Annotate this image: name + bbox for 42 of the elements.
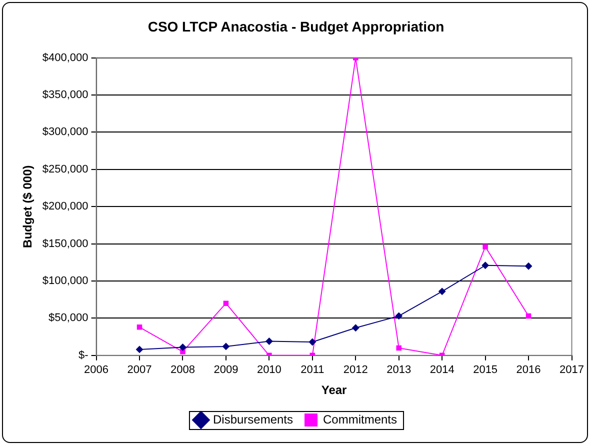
- legend-label: Commitments: [323, 412, 398, 426]
- x-tick-label: 2007: [127, 364, 152, 376]
- y-tick-label: $250,000: [42, 163, 88, 176]
- point: [482, 244, 488, 250]
- point: [526, 313, 532, 319]
- x-tick-label: 2006: [84, 364, 109, 376]
- x-tick-label: 2017: [560, 364, 584, 376]
- y-tick-label: $350,000: [42, 89, 88, 102]
- point: [352, 324, 360, 332]
- y-tick-label: $100,000: [42, 275, 88, 288]
- point: [180, 349, 186, 354]
- x-tick-label: 2013: [386, 364, 412, 376]
- y-axis-title: Budget ($ 000): [20, 165, 35, 248]
- point: [525, 262, 532, 270]
- x-tick-label: 2011: [300, 364, 324, 376]
- y-tick-label: $300,000: [42, 126, 88, 138]
- x-axis-title: Year: [321, 383, 348, 398]
- y-tick-label: $400,000: [42, 52, 88, 64]
- point: [266, 338, 273, 345]
- point: [223, 300, 229, 306]
- x-tick-label: 2016: [516, 364, 541, 376]
- y-tick-label: $50,000: [48, 312, 88, 324]
- chart-title: CSO LTCP Anacostia - Budget Appropriation: [148, 18, 444, 34]
- point: [482, 262, 489, 269]
- x-tick-label: 2015: [473, 364, 498, 376]
- y-tick-label: $200,000: [42, 200, 88, 213]
- point: [136, 324, 142, 330]
- point: [438, 288, 446, 295]
- x-tick-label: 2010: [256, 364, 282, 376]
- y-tick-label: $-: [78, 349, 89, 362]
- x-tick-label: 2014: [430, 364, 454, 376]
- y-tick-label: $150,000: [42, 238, 88, 250]
- x-tick-label: 2008: [170, 364, 195, 376]
- point: [179, 344, 186, 351]
- point: [222, 342, 230, 350]
- x-tick-label: 2009: [214, 364, 238, 376]
- x-tick-label: 2012: [343, 364, 368, 376]
- point: [396, 345, 402, 351]
- point: [308, 338, 316, 346]
- point: [395, 312, 402, 320]
- point: [136, 346, 144, 353]
- legend-label: Disbursements: [212, 412, 294, 426]
